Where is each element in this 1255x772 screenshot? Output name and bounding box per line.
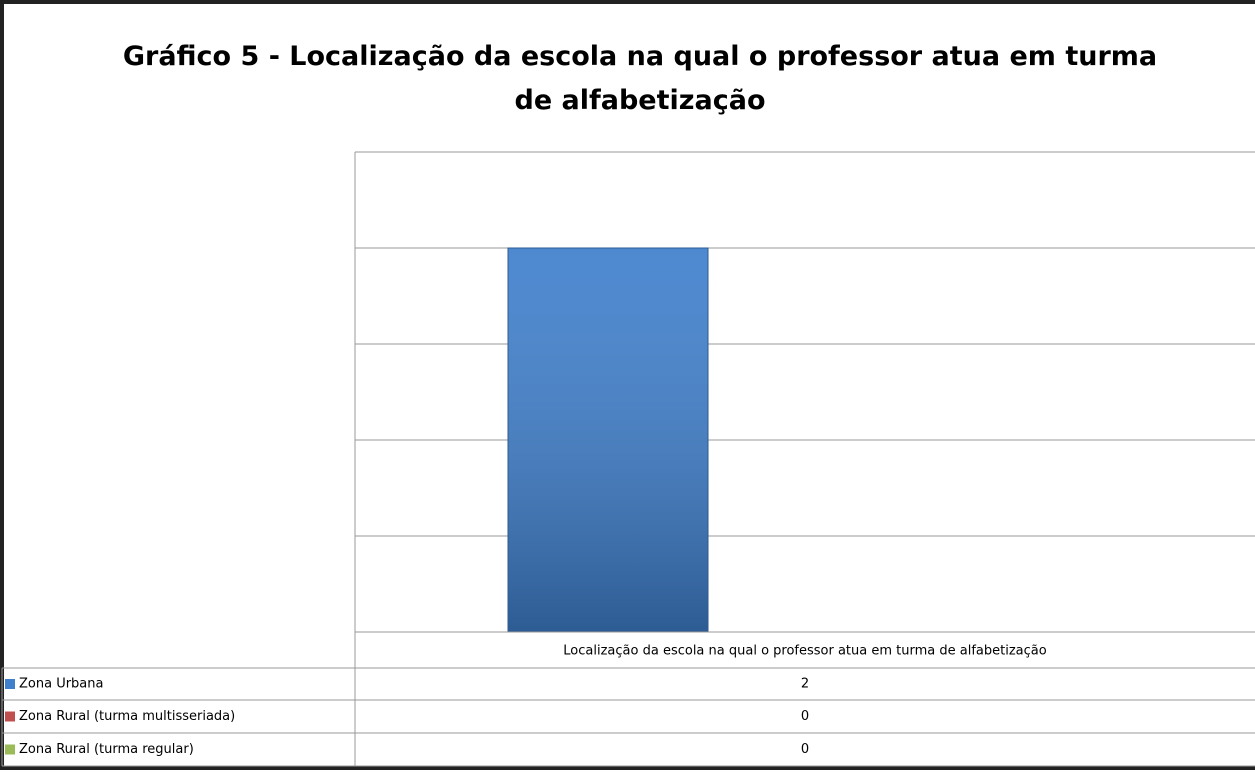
table-value: 0: [801, 709, 809, 724]
legend-label: Zona Rural (turma multisseriada): [19, 709, 235, 724]
bar-shading: [507, 247, 709, 633]
table-value: 0: [801, 742, 809, 757]
chart-title: Gráfico 5 - Localização da escola na qua…: [122, 41, 1158, 116]
legend-key: [5, 679, 15, 689]
title-box: Gráfico 5 - Localização da escola na qua…: [122, 41, 1158, 116]
table-value: 2: [801, 677, 809, 692]
legend-label: Zona Urbana: [19, 677, 103, 692]
legend-key: [5, 744, 15, 755]
legend-key: [5, 711, 15, 722]
legend-label: Zona Rural (turma regular): [19, 742, 194, 757]
category-label: Localização da escola na qual o professo…: [563, 644, 1046, 659]
